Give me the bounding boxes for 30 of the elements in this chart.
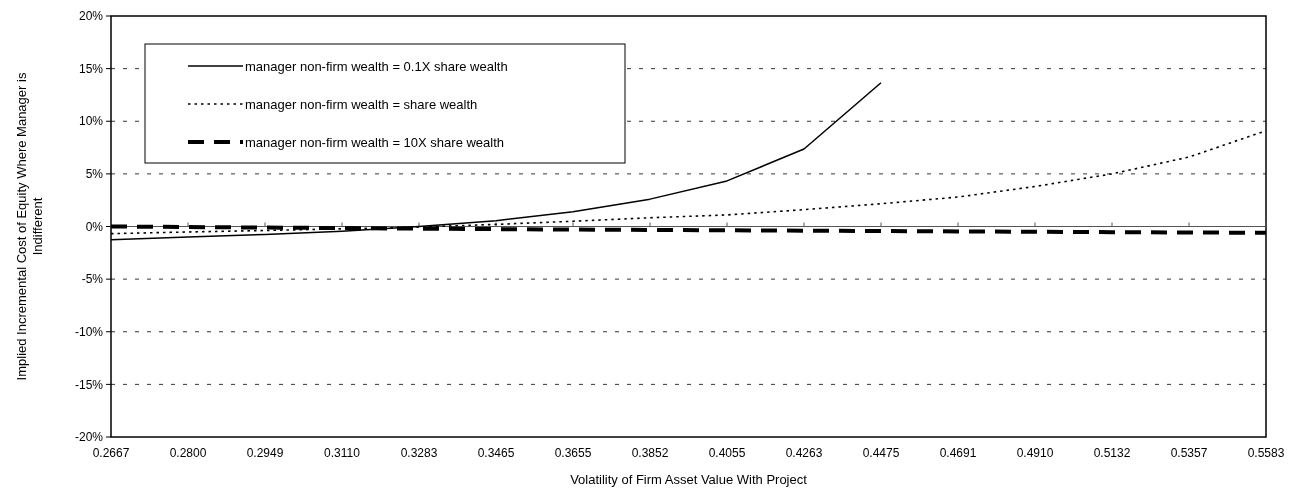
x-tick-label: 0.2949: [246, 446, 284, 460]
y-tick-label: 10%: [78, 114, 104, 129]
x-axis-title: Volatility of Firm Asset Value With Project: [570, 472, 808, 487]
x-tick-label: 0.3655: [554, 446, 592, 460]
legend-label: manager non-firm wealth = 10X share wealth: [245, 134, 505, 150]
x-tick-label: 0.3465: [477, 446, 515, 460]
y-tick-label: 15%: [78, 61, 104, 76]
legend-label: manager non-firm wealth = 0.1X share wealth: [245, 58, 508, 74]
y-tick-label: -10%: [74, 324, 104, 339]
x-tick-label: 0.5583: [1247, 446, 1285, 460]
x-tick-label: 0.4691: [939, 446, 977, 460]
x-tick-label: 0.2800: [169, 446, 207, 460]
x-tick-label: 0.4475: [862, 446, 900, 460]
x-tick-label: 0.4910: [1016, 446, 1054, 460]
y-tick-label: -15%: [74, 377, 104, 392]
legend-label: manager non-firm wealth = share wealth: [245, 96, 478, 112]
y-tick-label: 0%: [85, 219, 104, 234]
x-tick-label: 0.4055: [708, 446, 746, 460]
y-tick-label: -5%: [81, 272, 104, 287]
x-tick-label: 0.3110: [324, 446, 361, 460]
x-tick-label: 0.5357: [1170, 446, 1208, 460]
y-axis-title: Implied Incremental Cost of Equity Where Manager is Indifferent: [14, 72, 45, 381]
x-tick-label: 0.3852: [631, 446, 669, 460]
x-tick-label: 0.2667: [92, 446, 130, 460]
x-tick-label: 0.3283: [400, 446, 438, 460]
x-tick-label: 0.5132: [1093, 446, 1131, 460]
y-tick-label: -20%: [74, 430, 104, 445]
y-tick-label: 20%: [78, 9, 104, 24]
x-tick-label: 0.4263: [785, 446, 823, 460]
y-tick-label: 5%: [85, 167, 104, 182]
